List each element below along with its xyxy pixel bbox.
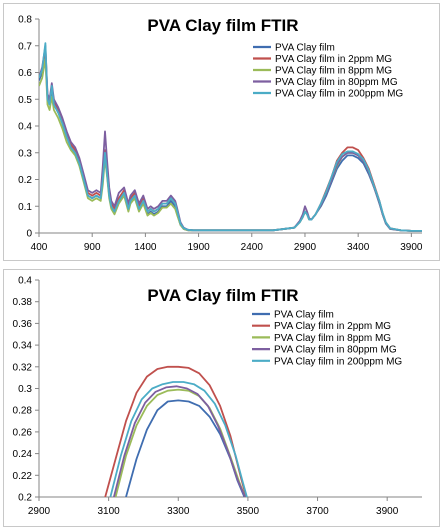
y-tick-label: 0.2: [18, 493, 32, 504]
legend-label: PVA Clay film in 8ppm MG: [274, 333, 391, 344]
x-tick-label: 2900: [294, 242, 317, 253]
y-tick-label: 0.26: [13, 427, 33, 438]
series-line-4: [39, 44, 422, 232]
y-tick-label: 0.36: [13, 319, 33, 330]
chart-title: PVA Clay film FTIR: [147, 16, 298, 35]
x-tick-label: 2900: [28, 506, 51, 517]
chart-full-spectrum: PVA Clay film FTIR 0 0.1 0.2 0.3 0.4 0.5 0.6 0.…: [18, 15, 423, 254]
y-tick-label: 0.38: [13, 297, 33, 308]
chart-panel-zoomed: PVA Clay film FTIR 0.2 0.22 0.24 0.26 0.28 0.…: [3, 269, 440, 527]
legend-label: PVA Clay film in 80ppm MG: [274, 345, 397, 356]
legend-label: PVA Clay film in 2ppm MG: [274, 321, 391, 332]
legend-label: PVA Clay film: [274, 310, 334, 321]
y-tick-label: 0.6: [18, 68, 32, 79]
series-line-2: [104, 365, 248, 497]
chart-zoomed-oh-band: PVA Clay film FTIR 0.2 0.22 0.24 0.26 0.28 0.…: [13, 276, 422, 517]
chart-title: PVA Clay film FTIR: [147, 286, 298, 305]
legend-label: PVA Clay film in 8ppm MG: [275, 66, 392, 77]
series-line-4: [113, 385, 246, 497]
x-tick-label: 3900: [400, 242, 423, 253]
x-tick-label: 3300: [167, 506, 190, 517]
x-tick-label: 400: [31, 242, 48, 253]
y-tick-label: 0.8: [18, 15, 32, 26]
x-tick-label: 3100: [98, 506, 121, 517]
y-tick-label: 0.5: [18, 95, 32, 106]
y-tick-label: 0.3: [18, 384, 32, 395]
x-tick-label: 3700: [306, 506, 329, 517]
y-tick-label: 0.1: [18, 202, 32, 213]
legend-label: PVA Clay film in 2ppm MG: [275, 54, 392, 65]
legend-label: PVA Clay film in 80ppm MG: [275, 77, 398, 88]
legend-label: PVA Clay film in 200ppm MG: [274, 356, 402, 367]
series-line-5: [39, 42, 422, 232]
x-tick-label: 1400: [134, 242, 157, 253]
chart-panel-full-spectrum: PVA Clay film FTIR 0 0.1 0.2 0.3 0.4 0.5 0.6 0.…: [3, 3, 440, 261]
legend-label: PVA Clay film in 200ppm MG: [275, 89, 403, 100]
y-tick-label: 0.2: [18, 175, 32, 186]
y-tick-label: 0.4: [18, 122, 32, 133]
y-tick-label: 0.32: [13, 362, 33, 373]
y-tick-label: 0.4: [18, 276, 32, 287]
y-tick-label: 0.34: [13, 341, 33, 352]
y-tick-label: 0.22: [13, 471, 33, 482]
legend-label: PVA Clay film: [275, 43, 335, 54]
x-tick-label: 3400: [347, 242, 370, 253]
y-tick-label: 0.7: [18, 41, 32, 52]
y-tick-label: 0.3: [18, 148, 32, 159]
x-tick-label: 900: [84, 242, 101, 253]
x-tick-label: 2400: [241, 242, 264, 253]
x-tick-label: 3500: [237, 506, 260, 517]
x-tick-label: 3900: [376, 506, 399, 517]
x-tick-label: 1900: [187, 242, 210, 253]
y-tick-label: 0.28: [13, 406, 33, 417]
y-tick-label: 0.24: [13, 449, 33, 460]
y-tick-label: 0: [26, 229, 32, 240]
series-line-5: [109, 381, 248, 497]
